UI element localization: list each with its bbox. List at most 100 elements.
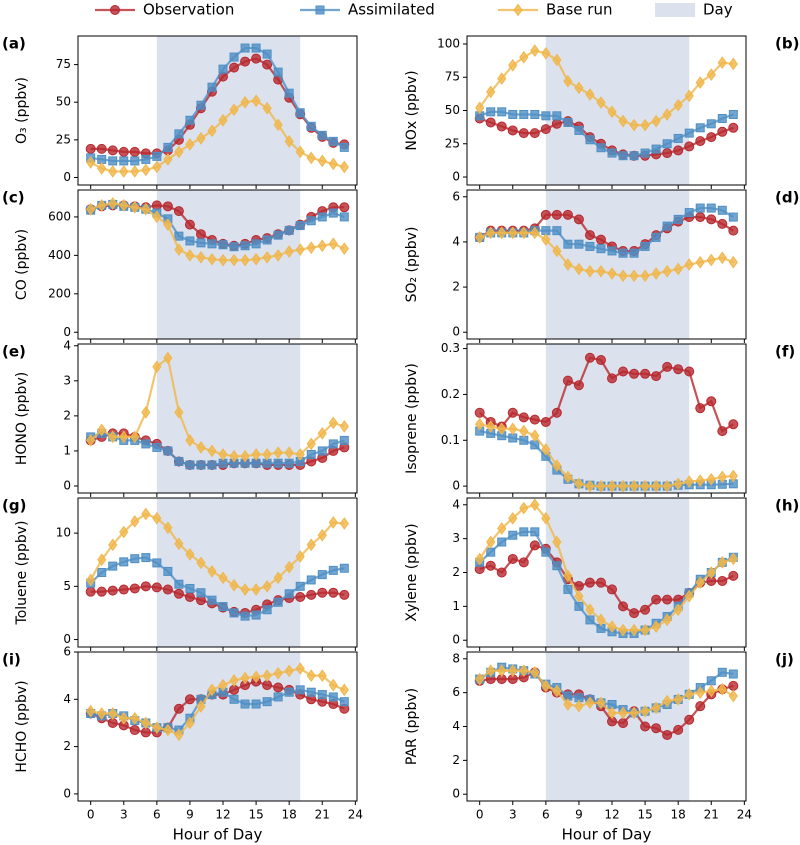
marker xyxy=(706,68,716,81)
marker xyxy=(130,156,140,166)
marker xyxy=(662,694,672,708)
marker xyxy=(184,591,195,602)
marker xyxy=(706,132,717,143)
marker xyxy=(728,689,738,703)
marker xyxy=(262,579,272,593)
marker xyxy=(695,576,705,590)
marker xyxy=(141,507,151,521)
x-axis-label: Hour of Day xyxy=(173,826,263,844)
marker xyxy=(317,669,327,683)
marker xyxy=(328,587,339,598)
marker xyxy=(508,422,518,436)
marker xyxy=(86,704,96,718)
x-axis-label: Hour of Day xyxy=(562,826,652,844)
marker xyxy=(306,669,316,683)
marker xyxy=(174,456,184,466)
marker xyxy=(129,725,140,736)
marker xyxy=(152,721,162,735)
marker xyxy=(496,121,507,132)
marker xyxy=(240,43,250,53)
legend-label: Base run xyxy=(546,1,612,19)
marker xyxy=(552,684,562,698)
marker xyxy=(596,264,606,278)
marker xyxy=(651,144,661,154)
marker xyxy=(706,214,717,225)
marker xyxy=(717,470,727,484)
marker xyxy=(218,240,228,250)
marker xyxy=(497,107,507,117)
marker xyxy=(284,560,294,574)
panel-label: (j) xyxy=(775,651,794,669)
marker xyxy=(563,74,573,88)
y-tick-label: 3 xyxy=(452,531,460,545)
marker xyxy=(497,422,507,436)
panel-label: (a) xyxy=(2,35,26,53)
frame xyxy=(77,35,358,186)
marker xyxy=(552,535,562,549)
panel: 0200400600ObservationAssimilatedBase run… xyxy=(2,189,358,343)
marker xyxy=(728,255,738,269)
marker xyxy=(596,696,606,710)
marker xyxy=(163,153,173,166)
marker xyxy=(306,151,316,165)
marker xyxy=(519,226,529,240)
y-tick-label: 25 xyxy=(445,136,460,150)
marker xyxy=(295,581,305,591)
marker xyxy=(607,620,617,634)
marker xyxy=(306,121,316,131)
marker xyxy=(530,429,540,443)
marker xyxy=(585,615,595,625)
marker xyxy=(695,76,705,89)
marker xyxy=(574,601,584,611)
marker xyxy=(240,583,250,596)
marker xyxy=(728,669,738,679)
marker xyxy=(141,716,151,730)
marker xyxy=(640,479,650,493)
marker xyxy=(507,553,518,564)
x-tick-label: 15 xyxy=(248,808,263,822)
frame xyxy=(77,497,358,648)
marker xyxy=(563,258,573,271)
y-tick-label: 400 xyxy=(48,248,71,262)
marker xyxy=(119,525,129,539)
marker xyxy=(262,669,272,683)
y-tick-label: 200 xyxy=(48,286,71,300)
marker xyxy=(640,623,650,637)
marker xyxy=(284,245,294,258)
marker xyxy=(551,118,562,129)
marker xyxy=(185,716,195,730)
marker xyxy=(508,58,518,72)
marker xyxy=(295,145,305,159)
marker xyxy=(262,59,273,70)
marker xyxy=(629,608,640,619)
y-tick-label: 0 xyxy=(63,325,71,339)
marker xyxy=(552,244,562,258)
marker xyxy=(284,687,294,697)
marker xyxy=(540,209,551,220)
marker xyxy=(651,371,662,382)
marker xyxy=(497,664,507,677)
x-tick-label: 3 xyxy=(509,808,517,822)
marker xyxy=(284,88,294,98)
marker xyxy=(595,234,606,245)
marker xyxy=(486,547,496,557)
marker xyxy=(162,201,173,212)
marker xyxy=(273,571,283,585)
marker xyxy=(530,226,540,240)
marker xyxy=(717,682,727,696)
y-tick-label: 2 xyxy=(452,565,460,579)
marker xyxy=(728,680,739,691)
marker xyxy=(229,52,239,62)
x-tick-label: 9 xyxy=(186,808,194,822)
marker xyxy=(563,239,573,249)
marker xyxy=(574,699,584,713)
marker xyxy=(684,258,694,271)
x-tick-label: 18 xyxy=(671,808,686,822)
marker xyxy=(108,707,118,720)
marker xyxy=(508,664,518,677)
marker xyxy=(251,583,261,596)
marker xyxy=(184,219,195,230)
marker xyxy=(174,579,184,589)
marker xyxy=(651,723,662,734)
